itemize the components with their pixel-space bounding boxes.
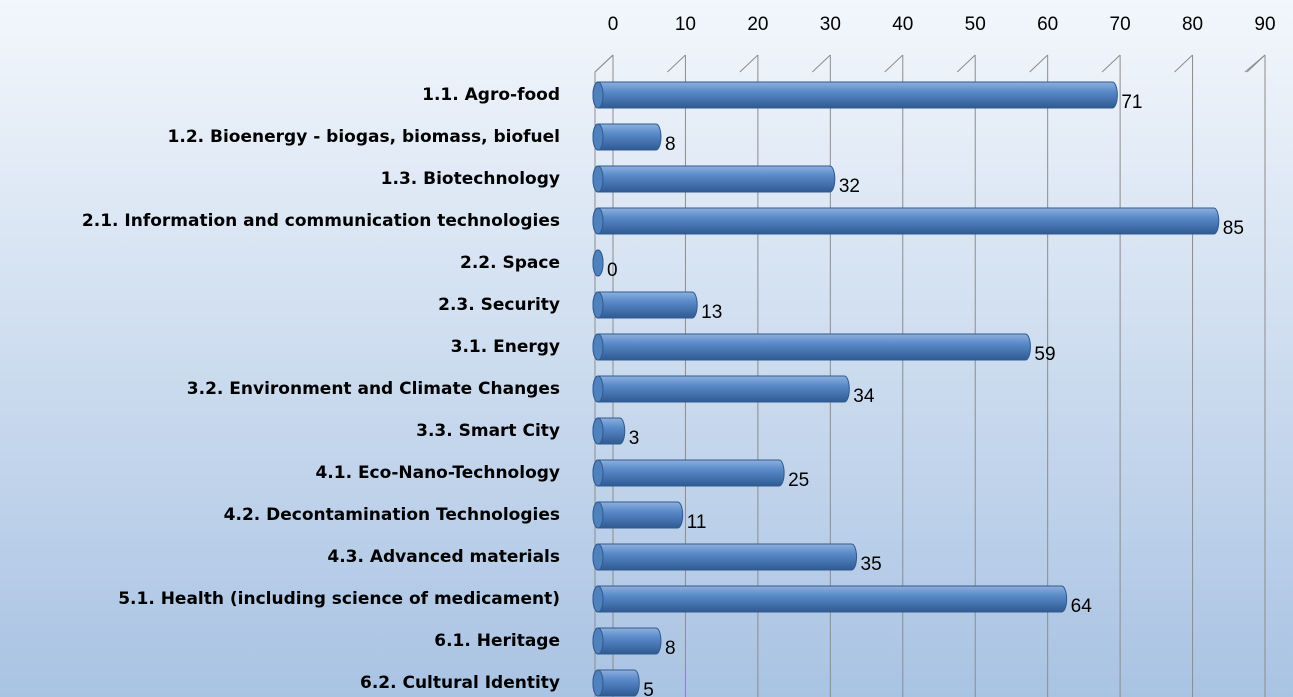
bar-cap: [592, 291, 604, 319]
bar-cap: [592, 669, 604, 697]
value-label: 64: [1071, 596, 1093, 617]
value-label: 25: [788, 470, 809, 491]
value-label: 34: [853, 386, 875, 407]
value-label: 3: [629, 428, 640, 449]
value-label: 85: [1223, 218, 1244, 239]
x-tick-label: 60: [1037, 14, 1058, 35]
x-tick-label: 50: [965, 14, 986, 35]
y-tick-label: 1.2. Bioenergy - biogas, biomass, biofue…: [168, 127, 560, 147]
value-label: 71: [1121, 92, 1142, 113]
y-tick-label: 4.1. Eco-Nano-Technology: [315, 463, 560, 483]
value-label: 35: [861, 554, 882, 575]
y-tick-label: 3.1. Energy: [451, 337, 560, 357]
x-tick-label: 30: [820, 14, 841, 35]
bar: [592, 375, 850, 403]
bar-cap: [592, 123, 604, 151]
value-label: 5: [643, 680, 654, 697]
bar: [592, 333, 1031, 361]
grid-line-top: [1174, 54, 1193, 73]
y-tick-label: 1.3. Biotechnology: [381, 169, 560, 189]
bar-cap: [592, 249, 604, 277]
grid-line-top: [667, 54, 686, 73]
bar-cap: [592, 207, 604, 235]
bar: [592, 543, 858, 571]
x-tick-label: 20: [747, 14, 768, 35]
x-tick-label: 80: [1182, 14, 1203, 35]
y-tick-label: 4.2. Decontamination Technologies: [224, 505, 560, 525]
bar-cap: [592, 501, 604, 529]
bar: [592, 585, 1068, 613]
bar: [592, 207, 1220, 235]
bar-cap: [592, 543, 604, 571]
x-tick-label: 10: [675, 14, 696, 35]
bar: [592, 459, 785, 487]
value-label: 59: [1034, 344, 1055, 365]
bar-cap: [592, 81, 604, 109]
x-tick-label: 90: [1254, 14, 1275, 35]
value-label: 32: [839, 176, 860, 197]
y-tick-label: 4.3. Advanced materials: [327, 547, 560, 567]
value-label: 0: [607, 260, 618, 281]
y-tick-label: 3.2. Environment and Climate Changes: [187, 379, 560, 399]
y-tick-label: 2.2. Space: [460, 253, 560, 273]
bar: [592, 291, 698, 319]
bar: [592, 501, 684, 529]
grid-line-top: [1246, 54, 1266, 73]
x-tick-label: 0: [608, 14, 619, 35]
y-tick-label: 3.3. Smart City: [416, 421, 560, 441]
y-tick-label: 6.1. Heritage: [434, 631, 560, 651]
grid-line-top: [1029, 54, 1049, 73]
y-tick-label: 6.2. Cultural Identity: [360, 673, 560, 693]
bar-cap: [592, 165, 604, 193]
y-tick-label: 2.1. Information and communication techn…: [82, 211, 560, 231]
bar-cap: [592, 459, 604, 487]
value-label: 8: [665, 134, 676, 155]
grid-line-top: [956, 54, 976, 73]
value-label: 13: [701, 302, 722, 323]
bar-cap: [592, 417, 604, 445]
value-label: 11: [687, 512, 707, 533]
value-label: 8: [665, 638, 676, 659]
bar: [592, 165, 836, 193]
x-tick-label: 70: [1110, 14, 1131, 35]
y-tick-label: 5.1. Health (including science of medica…: [118, 589, 560, 609]
y-tick-label: 2.3. Security: [438, 295, 560, 315]
grid-line-top: [739, 54, 759, 73]
bar-cap: [592, 585, 604, 613]
bar-cap: [592, 627, 604, 655]
x-tick-label: 40: [892, 14, 913, 35]
grid-line-top: [594, 54, 614, 73]
y-tick-label: 1.1. Agro-food: [422, 85, 560, 105]
grid-line-top: [884, 54, 904, 73]
grid-line-top: [1101, 54, 1121, 73]
bar: [592, 81, 1118, 109]
bar-cap: [592, 375, 604, 403]
bar-cap: [592, 333, 604, 361]
grid-line-top: [811, 54, 831, 73]
